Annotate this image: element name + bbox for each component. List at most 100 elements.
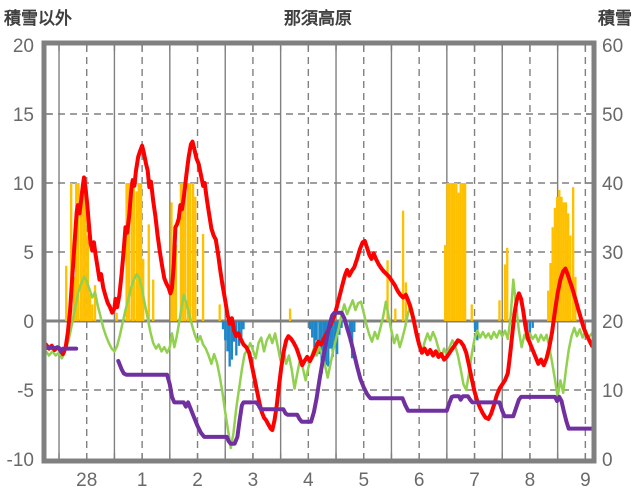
right-axis-tick-label: 10 (602, 381, 623, 402)
x-axis-day-label: 4 (303, 470, 314, 491)
blue-bar (221, 321, 225, 330)
blue-bar (315, 321, 318, 341)
orange-bar (181, 183, 185, 321)
orange-bar (191, 183, 195, 321)
left-axis-tick-label: 20 (13, 36, 34, 57)
blue-bar (235, 321, 238, 356)
blue-bar (331, 321, 334, 357)
orange-bar (75, 183, 78, 321)
orange-bar (88, 293, 92, 321)
orange-bar (186, 183, 190, 321)
blue-bar (226, 321, 229, 352)
orange-bar (503, 264, 507, 321)
orange-bar (547, 290, 550, 321)
right-axis-tick-label: 30 (602, 243, 623, 264)
orange-bar (394, 308, 397, 321)
orange-bar (130, 183, 133, 321)
x-axis-day-label: 5 (358, 470, 369, 491)
x-axis-day-label: 28 (76, 470, 97, 491)
orange-bar (201, 234, 205, 321)
orange-bar (189, 183, 192, 321)
purple-line-series (46, 345, 79, 354)
right-axis-tick-label: 40 (602, 174, 623, 195)
right-axis-title: 積雪 (598, 9, 632, 28)
orange-bar (401, 210, 405, 321)
orange-bar (461, 183, 465, 321)
orange-bar (386, 260, 389, 321)
orange-bar (93, 285, 97, 321)
orange-bar (567, 213, 570, 321)
orange-bar (174, 245, 178, 321)
orange-bar (152, 279, 155, 321)
left-axis-tick-label: 10 (13, 174, 34, 195)
orange-bar (115, 312, 118, 321)
blue-bar (528, 321, 532, 338)
orange-bar (553, 207, 557, 321)
orange-bar (137, 183, 140, 321)
orange-bar (446, 183, 449, 321)
orange-bar (506, 247, 509, 321)
station-title: 那須高原 (284, 9, 352, 28)
blue-bar (333, 321, 337, 342)
series-group (46, 139, 592, 450)
x-axis-day-label: 7 (469, 470, 480, 491)
orange-bar (86, 235, 89, 321)
orange-bar (184, 183, 187, 321)
orange-bar (457, 192, 460, 321)
red-line-series (46, 139, 592, 432)
orange-bar (450, 183, 453, 321)
orange-bar (70, 183, 73, 321)
blue-bar (320, 321, 323, 374)
orange-bar (452, 183, 456, 321)
orange-bar (170, 202, 173, 321)
right-axis-tick-label: 0 (602, 450, 613, 471)
orange-bar (549, 263, 552, 321)
x-axis-day-label: 3 (248, 470, 259, 491)
plot-border (41, 40, 597, 464)
right-axis-tick-label: 60 (602, 36, 623, 57)
orange-bar (80, 194, 83, 321)
orange-bar (459, 183, 462, 321)
orange-bar (564, 202, 568, 321)
orange-bar (551, 227, 554, 321)
orange-bar (218, 304, 221, 321)
blue-bar (329, 321, 332, 349)
orange-bar (77, 183, 80, 321)
orange-bar (404, 282, 408, 321)
left-axis-tick-label: -5 (17, 381, 34, 402)
orange-bar (135, 191, 138, 321)
orange-bar (560, 196, 563, 321)
orange-bar (65, 265, 68, 321)
orange-bar (82, 183, 85, 321)
blue-bar (318, 321, 321, 355)
x-axis-day-label: 9 (580, 470, 591, 491)
blue-bar (531, 321, 534, 328)
orange-bar (558, 189, 561, 321)
blue-bar (242, 321, 245, 330)
blue-bar (327, 321, 330, 367)
right-axis-tick-label: 50 (602, 105, 623, 126)
left-axis-title: 積雪以外 (4, 9, 72, 28)
orange-bar (139, 183, 143, 321)
orange-bar (498, 300, 501, 321)
blue-bar (308, 321, 312, 330)
left-axis-tick-label: -10 (7, 450, 34, 471)
blue-bar (230, 321, 234, 360)
x-axis-day-label: 8 (525, 470, 536, 491)
green-line-series (46, 272, 592, 450)
orange-bar (127, 183, 130, 321)
blue-bar (313, 321, 316, 349)
orange-bar (444, 245, 447, 321)
x-axis-day-label: 1 (137, 470, 148, 491)
orange-bar (463, 183, 467, 321)
blue-bar (224, 321, 227, 341)
orange-bar (288, 308, 292, 321)
orange-bar (125, 183, 128, 321)
orange-bar (84, 183, 87, 321)
orange-bar (562, 202, 565, 321)
blue-bar (240, 321, 243, 338)
orange-bar (455, 183, 458, 321)
right-axis-tick-label: 20 (602, 312, 623, 333)
orange-bar (179, 183, 183, 321)
